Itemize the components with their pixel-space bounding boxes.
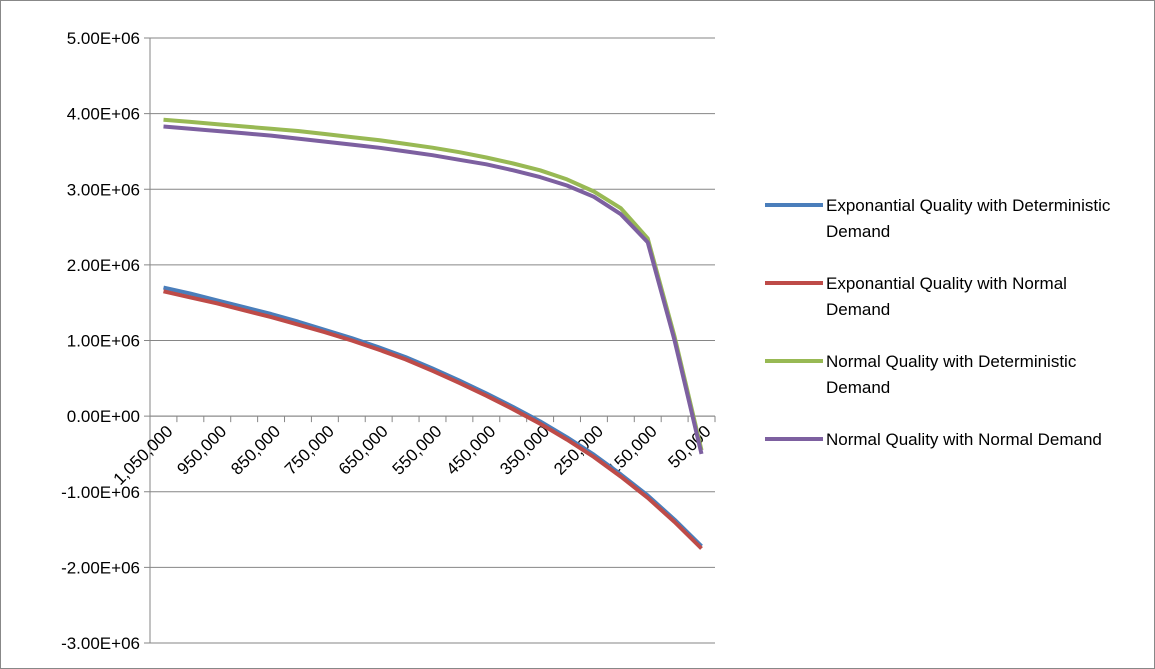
y-tick-label: 0.00E+00: [67, 407, 140, 426]
y-tick-label: 2.00E+06: [67, 256, 140, 275]
y-tick-label: 1.00E+06: [67, 332, 140, 351]
y-tick-label: -3.00E+06: [61, 634, 140, 653]
y-tick-label: 5.00E+06: [67, 29, 140, 48]
y-tick-label: 3.00E+06: [67, 180, 140, 199]
y-tick-label: -1.00E+06: [61, 483, 140, 502]
y-tick-label: -2.00E+06: [61, 558, 140, 577]
legend-label: Normal Quality with Normal Demand: [826, 430, 1102, 449]
line: [163, 117, 704, 451]
legend-label: Normal Quality with Deterministic Demand: [826, 352, 1077, 397]
legend-label: Exponantial Quality with Normal Demand: [826, 274, 1067, 319]
y-tick-label: 4.00E+06: [67, 105, 140, 124]
legend-label: Exponantial Quality with Deterministic De…: [826, 196, 1111, 241]
line: [163, 124, 704, 455]
line: [163, 289, 703, 550]
